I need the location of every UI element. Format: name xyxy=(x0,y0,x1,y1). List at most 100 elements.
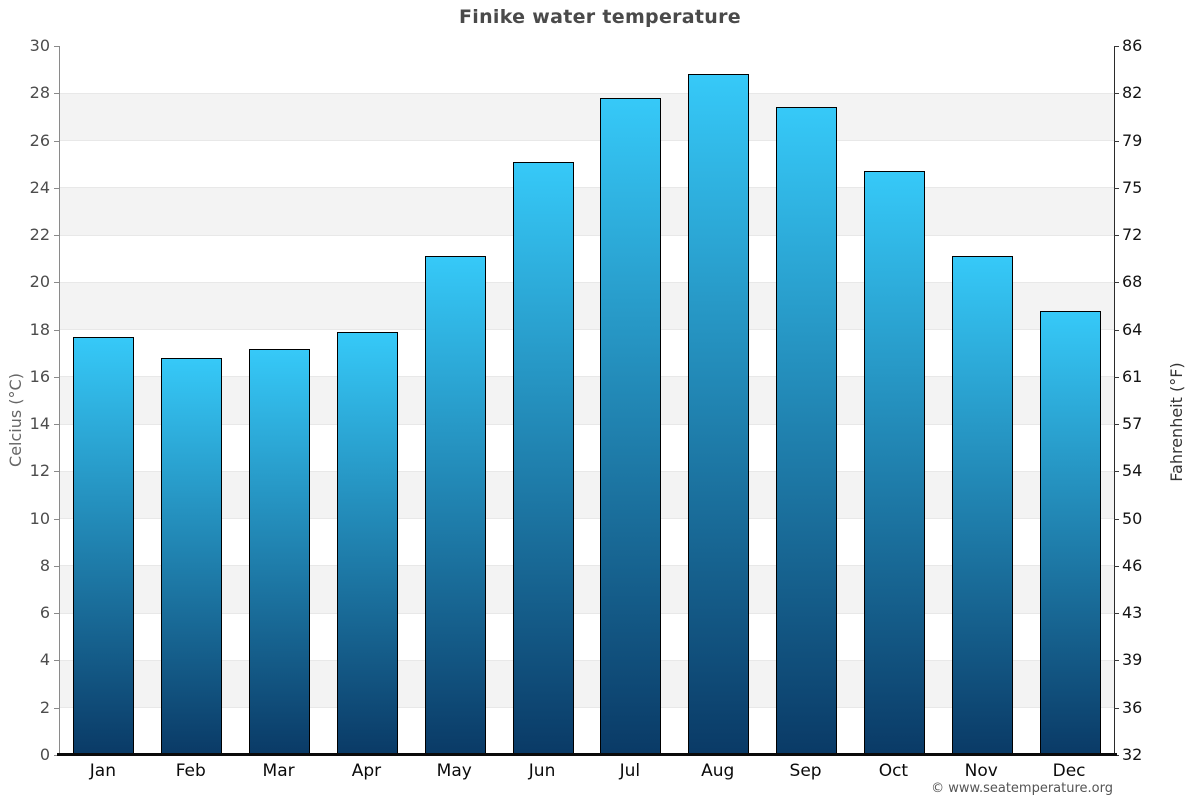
right-axis-tick xyxy=(1114,329,1119,331)
gridline xyxy=(60,518,1114,520)
grid-band xyxy=(60,660,1114,708)
y-tick-label-fahrenheit: 72 xyxy=(1122,225,1143,245)
right-axis-tick xyxy=(1114,93,1119,95)
y-tick-label-fahrenheit: 79 xyxy=(1122,130,1143,150)
bar-apr xyxy=(336,331,398,755)
plot-area xyxy=(59,46,1115,755)
gridline xyxy=(60,281,1114,283)
left-axis-tick xyxy=(54,707,59,709)
grid-band xyxy=(60,187,1114,236)
gridline xyxy=(60,659,1114,661)
y-tick-label-fahrenheit: 57 xyxy=(1122,414,1143,434)
left-axis-tick xyxy=(54,140,59,142)
left-axis-tick xyxy=(54,376,59,378)
left-axis-tick xyxy=(54,235,59,237)
right-axis-tick xyxy=(1114,187,1119,189)
gridline xyxy=(60,92,1114,94)
bar-may xyxy=(424,256,486,755)
right-axis-tick xyxy=(1114,471,1119,473)
y-tick-label-fahrenheit: 39 xyxy=(1122,650,1143,670)
bar-sep xyxy=(776,107,838,755)
gridline xyxy=(60,423,1114,425)
bar-mar xyxy=(249,348,311,755)
grid-band xyxy=(60,518,1114,566)
grid-band xyxy=(60,329,1114,377)
gridline xyxy=(60,470,1114,472)
y-tick-label-fahrenheit: 32 xyxy=(1122,745,1143,764)
gridline xyxy=(60,565,1114,567)
gridline xyxy=(60,234,1114,236)
x-tick-label-jun: Jun xyxy=(528,761,556,781)
x-tick-label-may: May xyxy=(436,761,472,781)
x-tick-label-aug: Aug xyxy=(701,761,735,781)
grid-band xyxy=(60,93,1114,141)
left-axis-tick xyxy=(54,518,59,520)
y-tick-label-celsius: 22 xyxy=(29,225,50,245)
y-tick-label-celsius: 8 xyxy=(39,555,50,575)
right-axis-tick xyxy=(1114,46,1119,47)
grid-band xyxy=(60,707,1114,755)
gridline xyxy=(60,707,1114,709)
y-tick-label-celsius: 20 xyxy=(29,272,50,292)
right-axis-tick xyxy=(1114,707,1119,709)
y-tick-label-celsius: 4 xyxy=(39,650,50,670)
grid-band xyxy=(60,565,1114,614)
y-tick-label-fahrenheit: 61 xyxy=(1122,366,1143,386)
y-tick-label-celsius: 0 xyxy=(39,745,50,764)
bar-feb xyxy=(161,357,223,755)
y-tick-label-celsius: 14 xyxy=(29,414,50,434)
y-tick-label-fahrenheit: 64 xyxy=(1122,319,1143,339)
bar-oct xyxy=(863,171,925,755)
left-axis-tick xyxy=(54,471,59,473)
gridline xyxy=(60,612,1114,614)
left-axis-tick xyxy=(54,565,59,567)
x-tick-label-oct: Oct xyxy=(878,761,909,781)
y-tick-label-fahrenheit: 50 xyxy=(1122,508,1143,528)
gridline xyxy=(60,187,1114,189)
right-axis-tick xyxy=(1114,565,1119,567)
x-tick-label-nov: Nov xyxy=(964,761,998,781)
bar-dec xyxy=(1039,310,1101,755)
y-tick-label-celsius: 10 xyxy=(29,508,50,528)
left-axis-tick xyxy=(54,329,59,331)
grid-band xyxy=(60,235,1114,283)
y-tick-label-fahrenheit: 46 xyxy=(1122,555,1143,575)
bar-aug xyxy=(688,74,750,755)
grid-band xyxy=(60,46,1114,94)
y-tick-label-fahrenheit: 75 xyxy=(1122,177,1143,197)
y-tick-label-fahrenheit: 36 xyxy=(1122,697,1143,717)
y-tick-label-fahrenheit: 68 xyxy=(1122,272,1143,292)
x-tick-label-dec: Dec xyxy=(1052,761,1086,781)
grid-band xyxy=(60,471,1114,519)
x-axis-line xyxy=(57,753,1117,756)
y-tick-label-fahrenheit: 82 xyxy=(1122,83,1143,103)
y-tick-label-fahrenheit: 43 xyxy=(1122,603,1143,623)
y-tick-label-celsius: 30 xyxy=(29,36,50,55)
gridline xyxy=(60,140,1114,142)
bar-nov xyxy=(951,256,1013,755)
y-tick-label-fahrenheit: 54 xyxy=(1122,461,1143,481)
y-tick-label-fahrenheit: 86 xyxy=(1122,36,1143,55)
x-tick-label-feb: Feb xyxy=(175,761,206,781)
right-axis-tick xyxy=(1114,518,1119,520)
y-tick-label-celsius: 6 xyxy=(39,603,50,623)
grid-band xyxy=(60,140,1114,188)
grid-band xyxy=(60,613,1114,661)
y-tick-label-celsius: 16 xyxy=(29,366,50,386)
left-axis-tick xyxy=(54,613,59,615)
y-tick-label-celsius: 2 xyxy=(39,697,50,717)
left-axis-tick xyxy=(54,93,59,95)
x-tick-label-mar: Mar xyxy=(262,761,295,781)
left-axis-tick xyxy=(54,46,59,47)
x-tick-label-sep: Sep xyxy=(789,761,822,781)
grid-band xyxy=(60,424,1114,472)
right-axis-tick xyxy=(1114,282,1119,284)
left-axis-tick xyxy=(54,282,59,284)
grid-band xyxy=(60,376,1114,425)
gridline xyxy=(60,376,1114,378)
bar-jun xyxy=(512,161,574,755)
y-tick-label-celsius: 18 xyxy=(29,319,50,339)
y-tick-label-celsius: 12 xyxy=(29,461,50,481)
left-axis-tick xyxy=(54,755,59,756)
